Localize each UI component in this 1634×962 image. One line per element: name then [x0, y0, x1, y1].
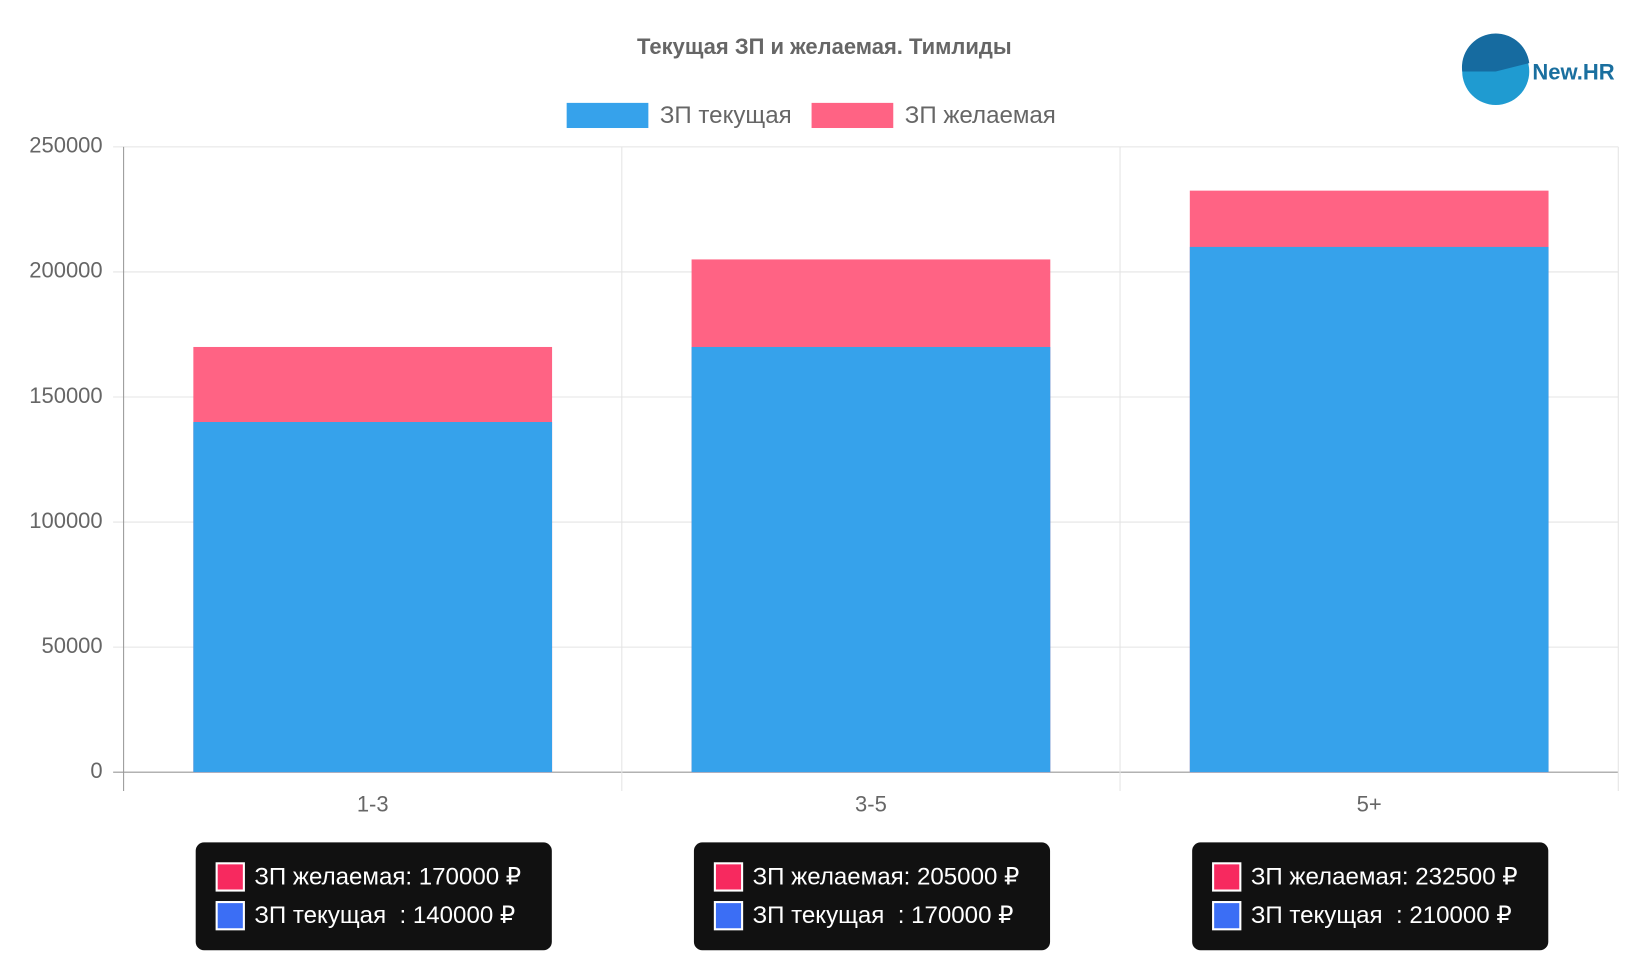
legend-swatch [809, 100, 896, 131]
tooltip-swatch [215, 862, 245, 892]
tooltip-swatch [1212, 862, 1242, 892]
x-tick-label: 3-5 [855, 792, 887, 817]
y-tick-label: 200000 [29, 258, 102, 283]
tooltip-swatch [713, 862, 744, 892]
tooltip [1192, 842, 1549, 951]
bar [691, 346, 1051, 773]
legend-label: ЗП желаемая [905, 102, 1056, 129]
tooltip-label: ЗП желаемая: 205000 ₽ [753, 863, 1020, 890]
chart-title: Текущая ЗП и желаемая. Тимлиды [637, 34, 1012, 59]
y-tick-label: 250000 [29, 133, 102, 158]
x-tick-label: 5+ [1357, 792, 1382, 817]
tooltip-swatch [1212, 901, 1242, 931]
tooltip-label: ЗП желаемая: 170000 ₽ [254, 863, 521, 890]
tooltip-swatch [713, 901, 744, 931]
tooltip-label: ЗП желаемая: 232500 ₽ [1251, 863, 1518, 890]
y-tick-label: 50000 [42, 633, 103, 658]
logo: New.HR [1461, 33, 1615, 105]
tooltip-label: ЗП текущая : 140000 ₽ [254, 902, 515, 929]
tooltip-label: ЗП текущая : 210000 ₽ [1251, 902, 1512, 929]
tooltip [195, 842, 552, 951]
tooltip-label: ЗП текущая : 170000 ₽ [753, 902, 1014, 929]
y-tick-label: 100000 [29, 508, 102, 533]
y-tick-label: 150000 [29, 383, 102, 408]
bar [1189, 246, 1549, 773]
tooltip [693, 842, 1051, 951]
legend-swatch [564, 100, 651, 131]
bar [193, 422, 553, 773]
logo-text: New.HR [1532, 59, 1614, 84]
x-tick-label: 1-3 [357, 792, 389, 817]
legend-label: ЗП текущая [660, 102, 792, 129]
tooltip-swatch [215, 901, 245, 931]
y-tick-label: 0 [90, 758, 102, 783]
logo-slice [1461, 33, 1530, 72]
